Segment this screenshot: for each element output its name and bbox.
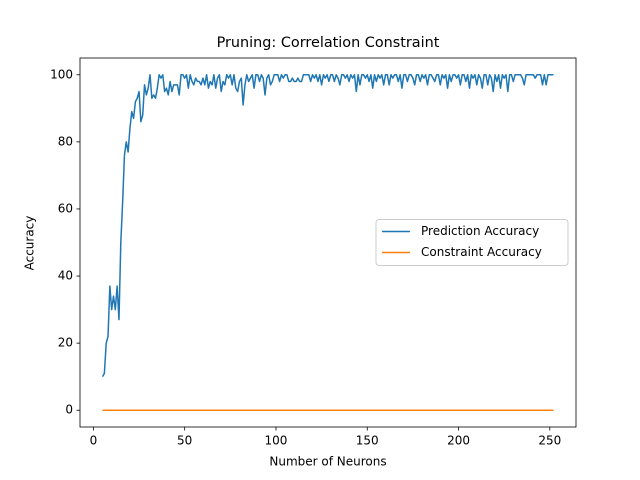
y-tick-label: 40 bbox=[58, 269, 73, 283]
y-tick-label: 100 bbox=[50, 67, 73, 81]
legend-label: Prediction Accuracy bbox=[421, 224, 539, 238]
data-line bbox=[101, 74, 554, 378]
x-axis-label: Number of Neurons bbox=[269, 455, 386, 469]
legend-box bbox=[375, 219, 569, 266]
x-tick-label: 50 bbox=[177, 434, 192, 448]
x-tick-label: 150 bbox=[356, 434, 379, 448]
legend: Prediction Accuracy Constraint Accuracy bbox=[375, 219, 569, 266]
x-tick-label: 0 bbox=[90, 434, 98, 448]
chart-title: Pruning: Correlation Constraint bbox=[217, 35, 440, 51]
legend-label: Constraint Accuracy bbox=[421, 245, 542, 259]
x-tick-label: 100 bbox=[265, 434, 288, 448]
y-tick-label: 0 bbox=[65, 403, 73, 417]
plot-frame bbox=[79, 57, 577, 428]
x-tick-label: 250 bbox=[538, 434, 561, 448]
x-tick-label: 200 bbox=[447, 434, 470, 448]
y-tick-label: 80 bbox=[58, 134, 73, 148]
y-tick-label: 20 bbox=[58, 336, 73, 350]
y-axis-label: Accuracy bbox=[23, 216, 37, 271]
y-tick-label: 60 bbox=[58, 201, 73, 215]
